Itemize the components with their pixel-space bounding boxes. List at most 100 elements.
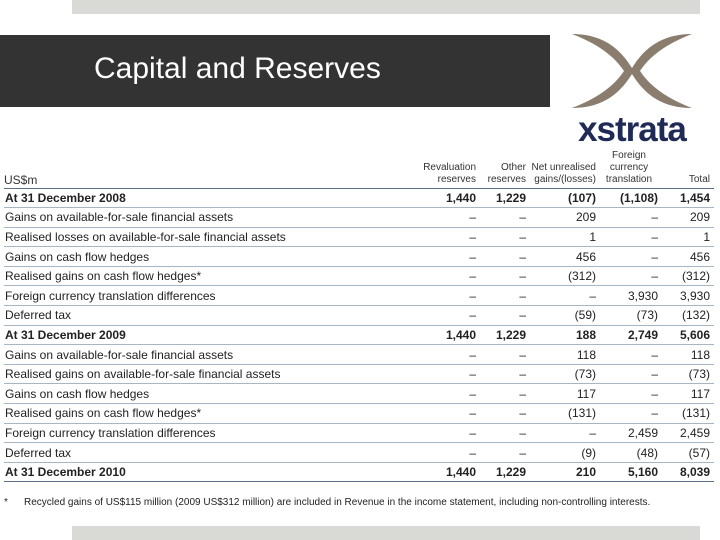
other-reserves-cell: –	[480, 207, 530, 228]
row-label: Realised gains on cash flow hedges*	[4, 403, 412, 424]
table-row: Realised losses on available-for-sale fi…	[4, 227, 714, 248]
row-label: At 31 December 2008	[4, 187, 412, 209]
table-row: At 31 December 2010 1,440 1,229 210 5,160 8,0…	[4, 462, 714, 483]
other-reserves-cell: –	[480, 423, 530, 444]
revaluation-reserves-cell: –	[412, 344, 480, 365]
net-unrealised-cell: 209	[530, 207, 600, 228]
table-row: Gains on available-for-sale financial as…	[4, 207, 714, 228]
foreign-currency-cell: –	[600, 266, 662, 287]
revaluation-reserves-cell: –	[412, 364, 480, 385]
row-label: Realised gains on cash flow hedges*	[4, 266, 412, 287]
table-row: Foreign currency translation differences…	[4, 423, 714, 444]
table-row: At 31 December 2009 1,440 1,229 188 2,749 5,6…	[4, 325, 714, 346]
header-net-unrealised: Net unrealised gains/(losses)	[531, 161, 596, 185]
other-reserves-cell: –	[480, 227, 530, 248]
header-revaluation-reserves: Revaluation reserves	[423, 161, 476, 185]
table-row: Foreign currency translation differences…	[4, 285, 714, 307]
total-cell: 117	[662, 383, 714, 405]
total-cell: (57)	[662, 442, 714, 463]
other-reserves-cell: –	[480, 383, 530, 405]
net-unrealised-cell: 1	[530, 227, 600, 248]
total-cell: 1,454	[662, 187, 714, 209]
other-reserves-cell: 1,229	[480, 187, 530, 209]
header-other-reserves: Other reserves	[487, 161, 526, 185]
net-unrealised-cell: (131)	[530, 403, 600, 424]
revaluation-reserves-cell: –	[412, 207, 480, 228]
foreign-currency-cell: –	[600, 364, 662, 385]
table-row: Realised gains on cash flow hedges* – – (31…	[4, 266, 714, 287]
table-row: Gains on cash flow hedges – –117–117	[4, 383, 714, 405]
total-cell: 456	[662, 246, 714, 267]
foreign-currency-cell: (48)	[600, 442, 662, 463]
total-cell: 3,930	[662, 285, 714, 307]
capital-reserves-table-wrap: US$m Revaluation reserves Other reserves…	[4, 146, 714, 483]
foreign-currency-cell: –	[600, 344, 662, 365]
total-cell: 1	[662, 227, 714, 248]
revaluation-reserves-cell: 1,440	[412, 325, 480, 346]
total-cell: 118	[662, 344, 714, 365]
revaluation-reserves-cell: –	[412, 383, 480, 405]
other-reserves-cell: –	[480, 403, 530, 424]
foreign-currency-cell: 2,459	[600, 423, 662, 444]
revaluation-reserves-cell: –	[412, 285, 480, 307]
other-reserves-cell: –	[480, 305, 530, 326]
revaluation-reserves-cell: –	[412, 423, 480, 444]
logo-wordmark: xstrata	[578, 110, 687, 149]
table-row: Deferred tax – – (59) (73) (132)	[4, 305, 714, 326]
other-reserves-cell: 1,229	[480, 462, 530, 483]
slide-title: Capital and Reserves	[94, 52, 381, 85]
capital-reserves-table: US$m Revaluation reserves Other reserves…	[4, 146, 714, 483]
row-label: Foreign currency translation differences	[4, 285, 412, 307]
total-cell: (131)	[662, 403, 714, 424]
revaluation-reserves-cell: –	[412, 442, 480, 463]
row-label: Realised gains on available-for-sale fin…	[4, 364, 412, 385]
row-label: Deferred tax	[4, 305, 412, 326]
total-cell: (132)	[662, 305, 714, 326]
table-row: At 31 December 2008 1,440 1,229 (107) (1,108…	[4, 187, 714, 209]
row-label: Gains on cash flow hedges	[4, 383, 412, 405]
row-label: Deferred tax	[4, 442, 412, 463]
net-unrealised-cell: (73)	[530, 364, 600, 385]
other-reserves-cell: –	[480, 364, 530, 385]
header-label-column: US$m	[4, 172, 38, 187]
net-unrealised-cell: 456	[530, 246, 600, 267]
foreign-currency-cell: 5,160	[600, 462, 662, 483]
table-row: Gains on cash flow hedges – –456–456	[4, 246, 714, 267]
net-unrealised-cell: 118	[530, 344, 600, 365]
other-reserves-cell: –	[480, 266, 530, 287]
foreign-currency-cell: (1,108)	[600, 187, 662, 209]
xstrata-logo: xstrata	[566, 30, 698, 147]
table-row: Realised gains on available-for-sale fin…	[4, 364, 714, 385]
table-row: Gains on available-for-sale financial as…	[4, 344, 714, 365]
foreign-currency-cell: –	[600, 383, 662, 405]
footnote: * Recycled gains of US$115 million (2009 …	[4, 497, 714, 508]
bottom-accent-bar	[72, 526, 700, 540]
row-label: Realised losses on available-for-sale fi…	[4, 227, 412, 248]
title-band	[0, 35, 550, 107]
row-label: Gains on cash flow hedges	[4, 246, 412, 267]
net-unrealised-cell: (312)	[530, 266, 600, 287]
footnote-mark: *	[4, 497, 8, 508]
revaluation-reserves-cell: –	[412, 305, 480, 326]
revaluation-reserves-cell: 1,440	[412, 187, 480, 209]
other-reserves-cell: –	[480, 344, 530, 365]
other-reserves-cell: –	[480, 285, 530, 307]
foreign-currency-cell: 3,930	[600, 285, 662, 307]
total-cell: 8,039	[662, 462, 714, 483]
header-total: Total	[688, 173, 710, 185]
table-header-row: US$m Revaluation reserves Other reserves…	[4, 146, 714, 188]
row-label: Foreign currency translation differences	[4, 423, 412, 444]
revaluation-reserves-cell: –	[412, 403, 480, 424]
net-unrealised-cell: 210	[530, 462, 600, 483]
net-unrealised-cell: (59)	[530, 305, 600, 326]
row-label: At 31 December 2010	[4, 462, 412, 483]
revaluation-reserves-cell: –	[412, 227, 480, 248]
table-row: Deferred tax – – (9) (48) (57)	[4, 442, 714, 463]
row-label: Gains on available-for-sale financial as…	[4, 207, 412, 228]
logo-x-mark-icon	[572, 34, 692, 108]
net-unrealised-cell: (9)	[530, 442, 600, 463]
other-reserves-cell: 1,229	[480, 325, 530, 346]
foreign-currency-cell: –	[600, 207, 662, 228]
revaluation-reserves-cell: –	[412, 246, 480, 267]
revaluation-reserves-cell: –	[412, 266, 480, 287]
